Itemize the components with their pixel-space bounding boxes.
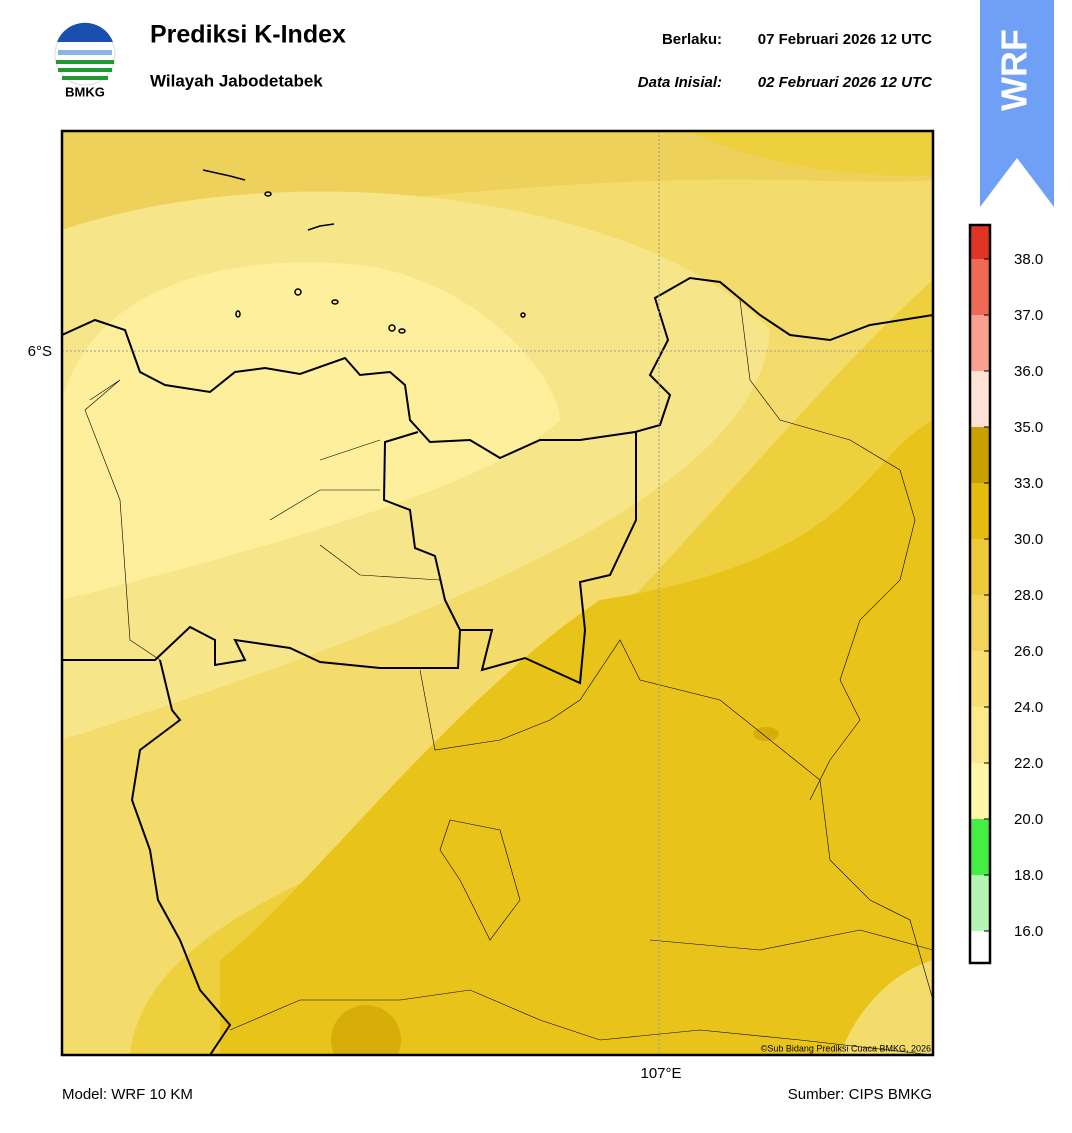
colorbar-tick-label: 26.0 — [1014, 643, 1043, 660]
colorbar-segment — [970, 875, 990, 931]
title: Prediksi K-Index — [150, 21, 346, 49]
colorbar-segment — [970, 539, 990, 595]
colorbar-tick-label: 20.0 — [1014, 811, 1043, 828]
map-frame — [60, 129, 935, 1057]
colorbar-segment — [970, 707, 990, 763]
colorbar-tick-label: 16.0 — [1014, 923, 1043, 940]
colorbar-tick-label: 30.0 — [1014, 531, 1043, 548]
colorbar-tick-label: 22.0 — [1014, 755, 1043, 772]
source-text: Sumber: CIPS BMKG — [788, 1086, 932, 1103]
colorbar: 16.0 18.0 20.0 22.0 24.0 26.0 28.0 30.0 33.0 35.0… — [968, 223, 1043, 965]
colorbar-tick-label: 36.0 — [1014, 363, 1043, 380]
colorbar-segment — [970, 259, 990, 315]
colorbar-segment — [970, 595, 990, 651]
colorbar-segment — [970, 651, 990, 707]
valid-label: Berlaku: — [662, 31, 722, 48]
valid-time: 07 Februari 2026 12 UTC — [758, 31, 932, 48]
colorbar-segment — [970, 427, 990, 483]
model-text: Model: WRF 10 KM — [62, 1086, 193, 1103]
colorbar-extension — [970, 225, 990, 259]
colorbar-tick-label: 38.0 — [1014, 251, 1043, 268]
colorbar-frame — [968, 223, 992, 965]
colorbar-extension — [970, 931, 990, 963]
colorbar-segment — [970, 315, 990, 371]
map-area — [62, 131, 933, 1055]
colorbar-segment — [970, 483, 990, 539]
badge-text: WRF — [994, 29, 1035, 111]
badge-flag — [980, 0, 1054, 207]
colorbar-tick-label: 18.0 — [1014, 867, 1043, 884]
bmkg-logo — [54, 22, 116, 86]
colorbar-tick-label: 37.0 — [1014, 307, 1043, 324]
colorbar-tick-label: 33.0 — [1014, 475, 1043, 492]
colorbar-tick-label: 35.0 — [1014, 419, 1043, 436]
lat-label: 6°S — [28, 343, 52, 360]
colorbar-segment — [970, 819, 990, 875]
colorbar-segment — [970, 371, 990, 427]
colorbar-tick-label: 28.0 — [1014, 587, 1043, 604]
subtitle: Wilayah Jabodetabek — [150, 71, 323, 90]
colorbar-tick-label: 24.0 — [1014, 699, 1043, 716]
logo-text: BMKG — [65, 84, 105, 99]
lon-label: 107°E — [640, 1065, 681, 1082]
init-time: 02 Februari 2026 12 UTC — [758, 74, 933, 91]
init-label: Data Inisial: — [638, 74, 722, 91]
credit: ©Sub Bidang Prediksi Cuaca BMKG, 2026 — [761, 1043, 931, 1053]
colorbar-segment — [970, 763, 990, 819]
